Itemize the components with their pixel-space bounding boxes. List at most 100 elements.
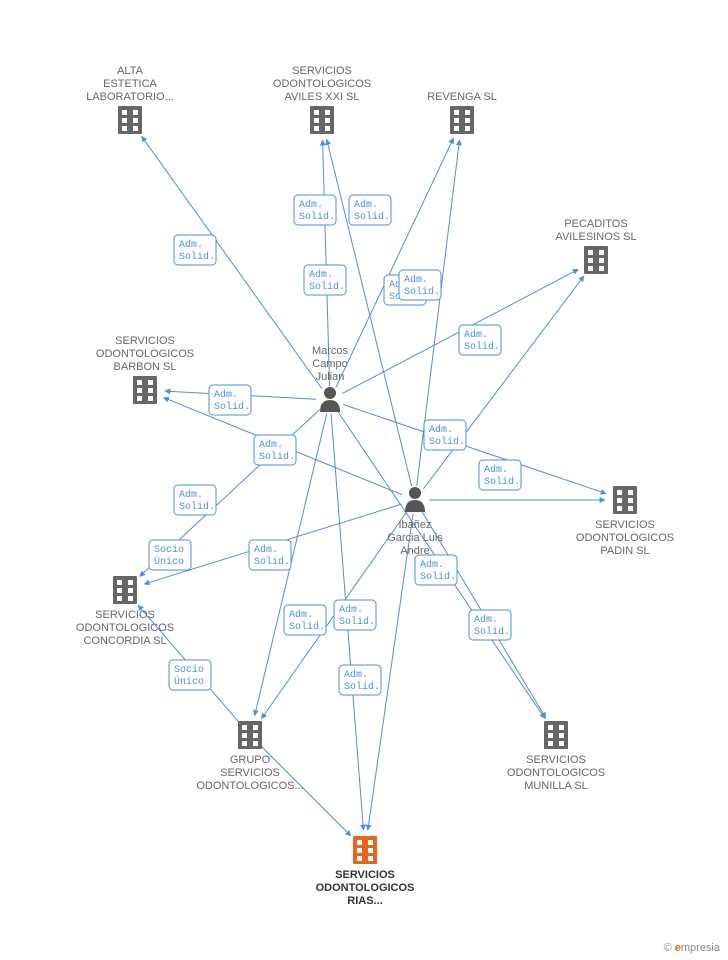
node-revenga[interactable]: REVENGA SL [427,91,497,134]
node-label: CONCORDIA SL [83,635,166,647]
building-icon [118,106,142,134]
node-label: ODONTOLOGICOS [273,78,371,90]
node-label: SERVICIOS [595,519,655,531]
building-icon [113,576,137,604]
building-icon [353,836,377,864]
edge-label-text: Solid. [309,281,345,293]
node-label: Julian [316,371,345,383]
copyright-symbol: © [664,942,672,954]
node-label: SERVICIOS [526,754,586,766]
person-icon [320,387,340,412]
edge-marcos-revenga [336,138,454,387]
edge-marcos-padin [343,404,606,493]
edge-label-text: Solid. [254,556,290,568]
edge-label-text: Socio [154,544,184,556]
edge-label-text: Adm. [179,489,203,501]
edge-label-text: Adm. [179,239,203,251]
edge-label-ibanez-rias: Adm.Solid. [339,665,381,695]
edge-label-ibanez-revenga: Adm.Solid. [399,270,441,300]
edge-ibanez-pecaditos [423,276,584,489]
building-icon [584,246,608,274]
edge-label-ibanez-padin: Adm.Solid. [479,460,521,490]
node-barbon[interactable]: SERVICIOSODONTOLOGICOSBARBON SL [96,335,194,404]
edge-label-text: Solid. [484,476,520,488]
node-label: ODONTOLOGICOS [96,348,194,360]
edge-label-text: Único [154,554,184,568]
edge-label-grupo-rias: SocioÚnico [169,660,211,690]
building-icon [238,721,262,749]
edge-label-text: Solid. [299,211,335,223]
node-label: ESTETICA [103,78,157,90]
edge-label-text: Adm. [464,329,488,341]
node-aviles[interactable]: SERVICIOSODONTOLOGICOSAVILES XXI SL [273,65,371,134]
edge-label-text: Socio [174,664,204,676]
building-icon [613,486,637,514]
node-munilla[interactable]: SERVICIOSODONTOLOGICOSMUNILLA SL [507,721,605,792]
edge-label-ibanez-munilla: Adm.Solid. [469,610,511,640]
node-label: LABORATORIO... [86,91,174,103]
edge-label-text: Solid. [214,401,250,413]
node-marcos[interactable]: MarcosCampoJulian [312,345,349,412]
node-label: AVILESINOS SL [555,231,636,243]
edge-label-text: Adm. [429,424,453,436]
node-padin[interactable]: SERVICIOSODONTOLOGICOSPADIN SL [576,486,674,557]
brand-rest: mpresia [681,942,720,954]
node-label: REVENGA SL [427,91,497,103]
edge-label-text: Solid. [420,571,456,583]
edge-label-text: Adm. [299,199,323,211]
node-pecaditos[interactable]: PECADITOSAVILESINOS SL [555,218,636,274]
edge-label-text: Solid. [339,616,375,628]
edge-label-marcos-alta: Adm.Solid. [174,235,216,265]
building-icon [450,106,474,134]
node-label: BARBON SL [114,361,177,373]
node-label: ODONTOLOGICOS [316,882,415,894]
node-label: MUNILLA SL [524,780,588,792]
edge-label-text: Solid. [474,626,510,638]
edge-label-text: Adm. [289,609,313,621]
edge-label-marcos-concordia: Adm.Solid. [174,485,216,515]
edge-label-text: Único [174,674,204,688]
node-grupo[interactable]: GRUPOSERVICIOSODONTOLOGICOS... [196,721,303,792]
node-label: RIAS... [347,895,382,907]
edge-ibanez-aviles [327,139,412,486]
edge-label-marcos-aviles: Adm.Solid. [294,195,336,225]
edge-label-marcos-revenga: Adm.Solid. [349,195,391,225]
node-label: ODONTOLOGICOS [507,767,605,779]
node-label: ODONTOLOGICOS [576,532,674,544]
node-label: Garcia Luis [387,532,443,544]
node-label: ODONTOLOGICOS [76,622,174,634]
edge-label-grupo-concordia: SocioÚnico [149,540,191,570]
building-icon [544,721,568,749]
node-label: PECADITOS [564,218,627,230]
node-concordia[interactable]: SERVICIOSODONTOLOGICOSCONCORDIA SL [76,576,174,647]
edge-label-marcos-padin: Adm.Solid. [424,420,466,450]
edge-label-text: Solid. [179,251,215,263]
node-alta[interactable]: ALTAESTETICALABORATORIO... [86,65,174,134]
edge-label-marcos-barbon: Adm.Solid. [209,385,251,415]
edge-label-text: Solid. [179,501,215,513]
edge-label-ibanez-concordia: Adm.Solid. [334,600,376,630]
edge-label-marcos-rias: Adm.Solid. [284,605,326,635]
edge-label-ibanez-aviles: Adm.Solid. [304,265,346,295]
edge-label-text: Solid. [464,341,500,353]
node-label: Ibañez [398,519,431,531]
building-icon [310,106,334,134]
node-label: Andre [400,545,429,557]
node-label: PADIN SL [600,545,649,557]
edge-label-text: Adm. [474,614,498,626]
edge-label-text: Adm. [309,269,333,281]
node-rias[interactable]: SERVICIOSODONTOLOGICOSRIAS... [316,836,415,907]
edge-label-text: Adm. [344,669,368,681]
node-label: SERVICIOS [220,767,280,779]
footer-credit: © empresia [664,942,720,954]
node-label: ODONTOLOGICOS... [196,780,303,792]
node-label: ALTA [117,65,144,77]
node-label: Marcos [312,345,349,357]
edge-label-text: Adm. [354,199,378,211]
edge-label-marcos-munilla: Adm.Solid. [254,435,296,465]
edge-label-text: Adm. [254,544,278,556]
edge-label-text: Solid. [259,451,295,463]
edge-label-text: Solid. [354,211,390,223]
building-icon [133,376,157,404]
edge-label-text: Solid. [289,621,325,633]
